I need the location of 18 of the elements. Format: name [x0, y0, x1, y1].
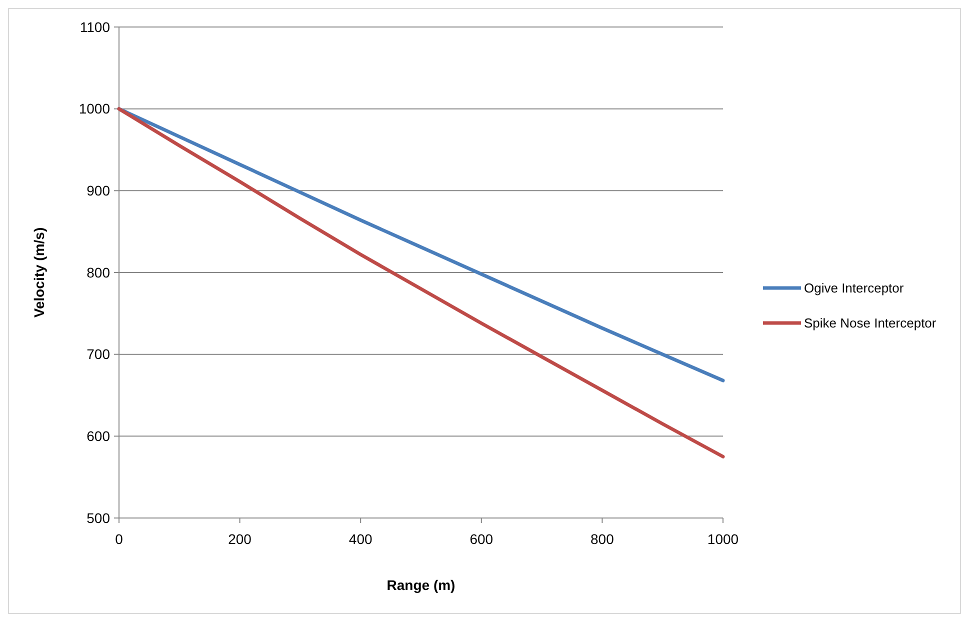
legend-label: Ogive Interceptor	[804, 280, 904, 296]
y-tick-label: 800	[86, 264, 110, 280]
legend-label: Spike Nose Interceptor	[804, 316, 937, 331]
y-tick-label: 900	[86, 182, 110, 199]
x-axis-title: Range (m)	[386, 577, 456, 593]
y-tick-label: 700	[86, 346, 110, 362]
y-tick-label: 1100	[80, 18, 110, 35]
x-tick-label: 200	[228, 531, 252, 547]
x-tick-label: 0	[115, 531, 124, 547]
line-series	[117, 107, 725, 458]
x-tick-label: 1000	[707, 531, 739, 547]
x-tick-label: 400	[348, 531, 372, 547]
x-tick-label: 600	[470, 531, 494, 547]
y-tick-label: 600	[86, 428, 110, 444]
y-tick-label: 500	[86, 510, 110, 526]
y-tick-label: 1000	[78, 100, 110, 117]
y-axis-title: Velocity (m/s)	[31, 227, 47, 318]
x-tick-label: 800	[590, 531, 614, 547]
